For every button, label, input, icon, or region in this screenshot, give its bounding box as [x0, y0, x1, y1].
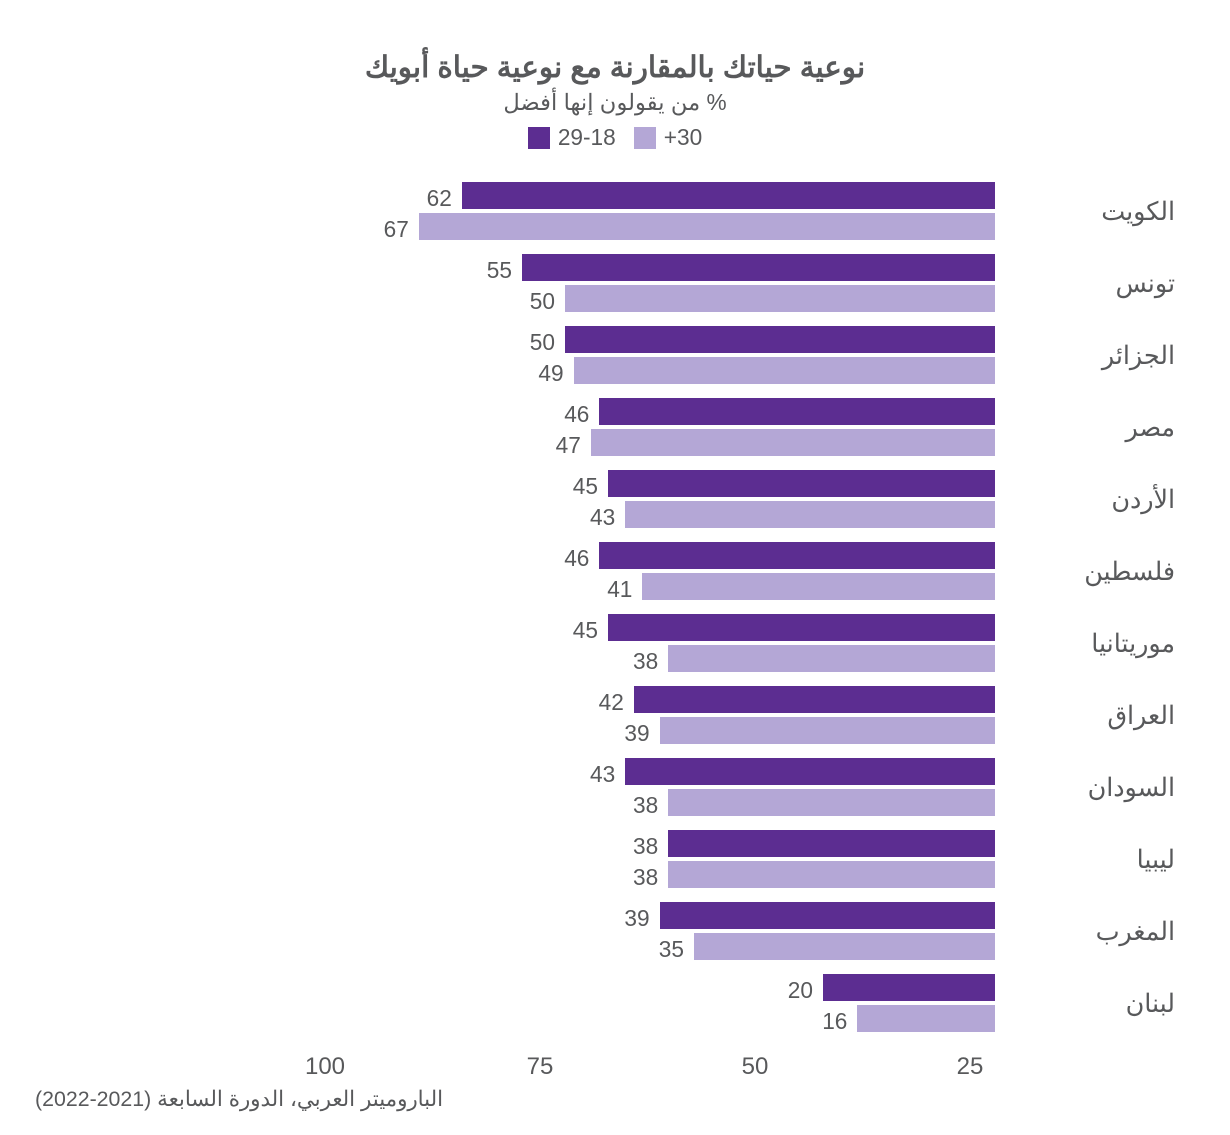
- bar-value-label: 20: [788, 977, 813, 1004]
- bar: [642, 573, 995, 600]
- y-axis-category-label: فلسطين: [995, 535, 1185, 607]
- bar-value-label: 38: [633, 833, 658, 860]
- y-axis-category-label: السودان: [995, 751, 1185, 823]
- x-axis-tick-label: 75: [527, 1053, 554, 1081]
- y-axis-category-label: العراق: [995, 679, 1185, 751]
- bar-group: 39 35: [135, 895, 995, 967]
- bar-value-label: 45: [573, 473, 598, 500]
- bar: [823, 974, 995, 1001]
- bar-value-label: 16: [822, 1008, 847, 1035]
- y-axis-category-label: الجزائر: [995, 319, 1185, 391]
- bar-group: 4647: [135, 391, 995, 463]
- y-axis-category-label: الكويت: [995, 175, 1185, 247]
- legend-swatch-icon: [634, 127, 656, 149]
- x-axis-tick-label: 100: [305, 1053, 345, 1081]
- bar: [857, 1005, 995, 1032]
- bar-group: 4543: [135, 463, 995, 535]
- bar-group: 45 38: [135, 607, 995, 679]
- bar: [608, 470, 995, 497]
- bar-value-label: 38: [633, 864, 658, 891]
- bar-group: 4239: [135, 679, 995, 751]
- x-axis-tick-label: 50: [742, 1053, 769, 1081]
- bar-group: 43 38: [135, 751, 995, 823]
- bar-value-label: 50: [530, 288, 555, 315]
- bar-value-label: 38: [633, 648, 658, 675]
- bar: [599, 398, 995, 425]
- bar: [462, 182, 995, 209]
- bar-value-label: 39: [624, 905, 649, 932]
- bar-group: 62 67: [135, 175, 995, 247]
- bar: [574, 357, 995, 384]
- y-axis-category-label: تونس: [995, 247, 1185, 319]
- bar-value-label: 39: [624, 720, 649, 747]
- bar-value-label: 42: [599, 689, 624, 716]
- bar: [694, 933, 995, 960]
- bar-value-label: 67: [384, 216, 409, 243]
- bar-group: 3838: [135, 823, 995, 895]
- bar-group: 46 41: [135, 535, 995, 607]
- bar: [419, 213, 995, 240]
- legend-item-older: +30: [634, 124, 702, 151]
- bar: [591, 429, 995, 456]
- bar-group: 2016: [135, 967, 995, 1039]
- bar-value-label: 55: [487, 257, 512, 284]
- legend-label: 29-18: [558, 124, 616, 151]
- bar: [668, 830, 995, 857]
- bar-value-label: 62: [427, 185, 452, 212]
- y-axis-category-label: موريتانيا: [995, 607, 1185, 679]
- bar: [668, 789, 995, 816]
- bar-group: 55 50: [135, 247, 995, 319]
- y-axis-category-label: ليبيا: [995, 823, 1185, 895]
- source-caption: الباروميتر العربي، الدورة السابعة (2021-…: [35, 1087, 443, 1112]
- legend-item-young: 29-18: [528, 124, 616, 151]
- bar-value-label: 47: [556, 432, 581, 459]
- y-axis-category-label: المغرب: [995, 895, 1185, 967]
- bar-value-label: 43: [590, 761, 615, 788]
- bar-value-label: 45: [573, 617, 598, 644]
- chart-subtitle: % من يقولون إنها أفضل: [0, 89, 1230, 116]
- chart-title: نوعية حياتك بالمقارنة مع نوعية حياة أبوي…: [0, 50, 1230, 85]
- chart-legend: 29-18 +30: [0, 124, 1230, 151]
- chart-area: 6267555050494647454346414538423943383838…: [45, 175, 1185, 1109]
- bar-value-label: 41: [607, 576, 632, 603]
- x-axis-tick-label: 25: [957, 1053, 984, 1081]
- legend-label: +30: [664, 124, 702, 151]
- bar-value-label: 43: [590, 504, 615, 531]
- bar-value-label: 46: [564, 401, 589, 428]
- bar: [634, 686, 995, 713]
- bar: [660, 902, 995, 929]
- bar: [660, 717, 995, 744]
- bar-value-label: 50: [530, 329, 555, 356]
- bar: [625, 501, 995, 528]
- bar-group: 5049: [135, 319, 995, 391]
- chart-stage: نوعية حياتك بالمقارنة مع نوعية حياة أبوي…: [0, 0, 1230, 1135]
- bar-value-label: 46: [564, 545, 589, 572]
- bar: [625, 758, 995, 785]
- bar: [522, 254, 995, 281]
- bar: [608, 614, 995, 641]
- x-axis: 255075100: [325, 1053, 1185, 1083]
- plot-area: 6267555050494647454346414538423943383838…: [135, 175, 995, 1039]
- bar: [599, 542, 995, 569]
- y-axis-category-label: الأردن: [995, 463, 1185, 535]
- y-axis-category-label: لبنان: [995, 967, 1185, 1039]
- bar-value-label: 49: [538, 360, 563, 387]
- bar: [565, 285, 995, 312]
- legend-swatch-icon: [528, 127, 550, 149]
- bar-value-label: 35: [659, 936, 684, 963]
- bar-value-label: 38: [633, 792, 658, 819]
- y-axis-labels: الكويتتونسالجزائرمصرالأردنفلسطينموريتاني…: [995, 175, 1185, 1039]
- bar: [668, 861, 995, 888]
- bar: [668, 645, 995, 672]
- bar: [565, 326, 995, 353]
- y-axis-category-label: مصر: [995, 391, 1185, 463]
